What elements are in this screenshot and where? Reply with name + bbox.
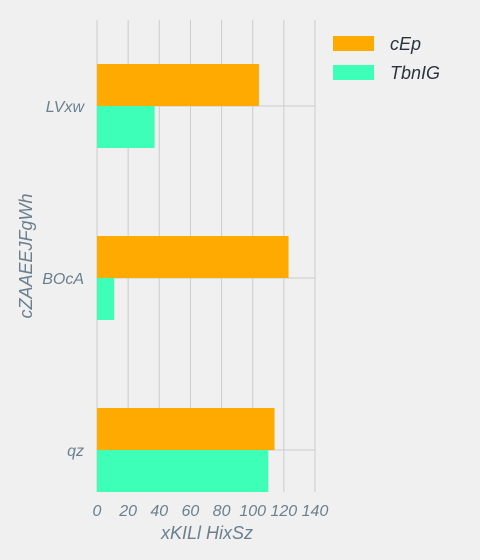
x-tick-labels: 0 20 40 60 80 100 120 140 bbox=[93, 503, 329, 520]
y-tick-label: BOcA bbox=[42, 271, 84, 288]
legend-swatch-TbnIG bbox=[333, 65, 374, 80]
bar-cEp-BOcA bbox=[97, 236, 289, 278]
y-tick-labels: LVxw BOcA qz bbox=[42, 99, 85, 460]
x-tick-label: 60 bbox=[182, 503, 200, 520]
x-tick-label: 0 bbox=[93, 503, 102, 520]
bar-TbnIG-BOcA bbox=[97, 278, 115, 320]
x-tick-label: 100 bbox=[239, 503, 266, 520]
bar-cEp-LVxw bbox=[97, 64, 259, 106]
bar-TbnIG-LVxw bbox=[97, 106, 155, 148]
y-axis-title: cZAAEEJFgWh bbox=[16, 193, 36, 318]
x-tick-label: 120 bbox=[271, 503, 298, 520]
x-axis-title: xKILl HixSz bbox=[160, 523, 253, 543]
bar-TbnIG-qz bbox=[97, 450, 269, 492]
x-tick-label: 140 bbox=[302, 503, 329, 520]
bar-cEp-qz bbox=[97, 408, 275, 450]
bars bbox=[97, 64, 289, 492]
legend-swatch-cEp bbox=[333, 36, 374, 51]
y-tick-label: qz bbox=[67, 443, 84, 460]
legend: cEp TbnIG bbox=[333, 34, 440, 83]
legend-label-TbnIG: TbnIG bbox=[390, 63, 440, 83]
y-tick-label: LVxw bbox=[46, 99, 86, 116]
x-tick-label: 80 bbox=[213, 503, 231, 520]
x-tick-label: 40 bbox=[150, 503, 168, 520]
legend-label-cEp: cEp bbox=[390, 34, 421, 54]
x-tick-label: 20 bbox=[118, 503, 137, 520]
